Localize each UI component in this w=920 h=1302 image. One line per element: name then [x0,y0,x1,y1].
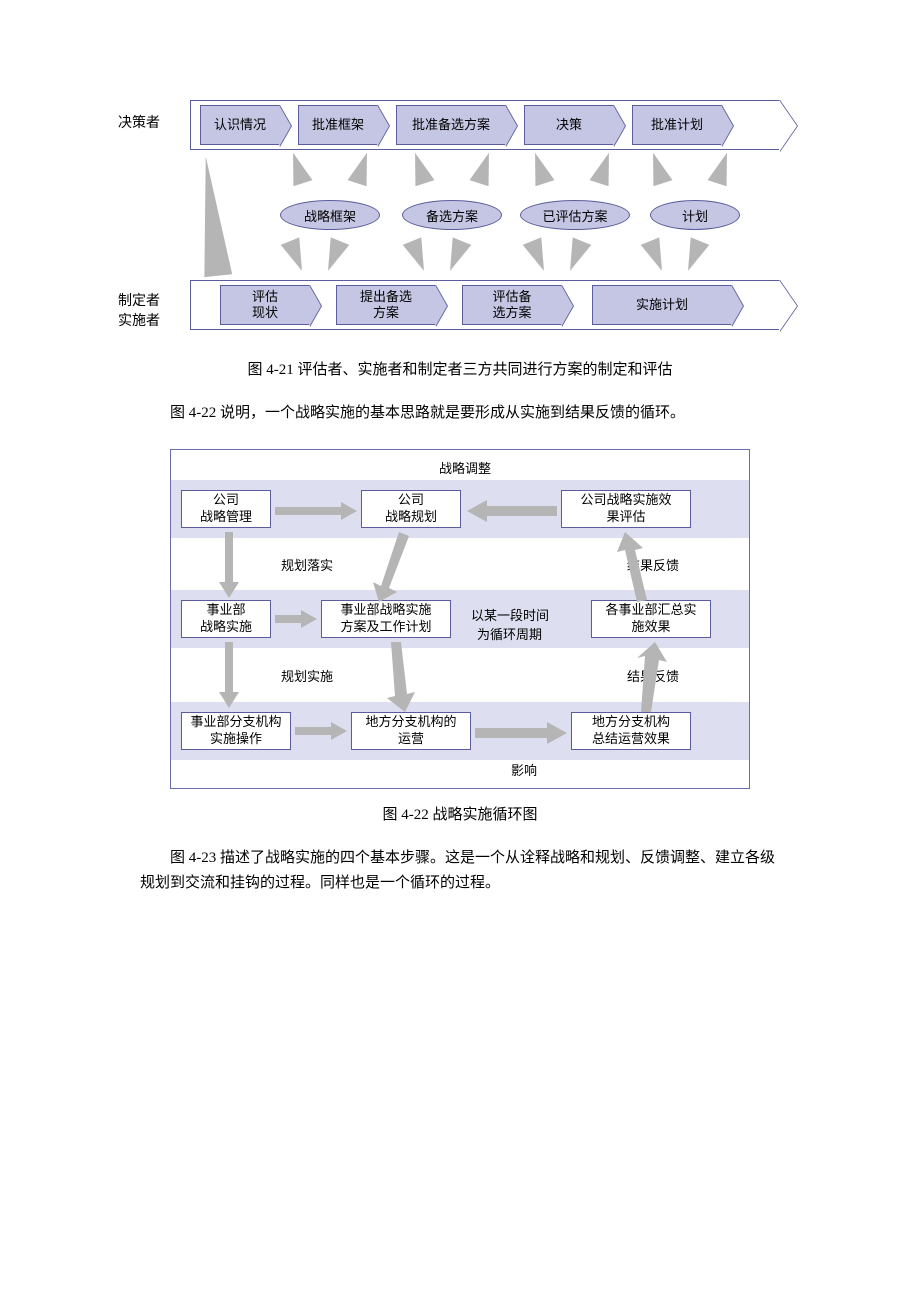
caption-4-22: 图 4-22 战略实施循环图 [120,803,800,824]
wedge [348,150,377,187]
wedge [403,237,434,274]
bottom-step-3: 评估备 选方案 [462,285,562,325]
arrow-icon [371,532,411,602]
wedge [561,237,592,274]
d2-center-mid: 事业部战略实施 方案及工作计划 [321,600,451,638]
d2-center-top: 公司 战略规划 [361,490,461,528]
arrow-icon [617,532,657,602]
d2-label-plan-top: 规划落实 [281,555,333,574]
bottom-step-2: 提出备选 方案 [336,285,436,325]
arrow-icon [295,722,347,740]
arrow-icon [275,502,357,520]
ellipse-3: 已评估方案 [520,200,630,230]
paragraph-2: 图 4-23 描述了战略实施的四个基本步骤。这是一个从诠释战略和规划、反馈调整、… [140,846,780,897]
d2-right-top: 公司战略实施效 果评估 [561,490,691,528]
arrow-icon [381,642,421,712]
top-step-2: 批准框架 [298,105,378,145]
paragraph-1: 图 4-22 说明，一个战略实施的基本思路就是要形成从实施到结果反馈的循环。 [140,401,780,427]
d2-label-plan-mid: 规划实施 [281,666,333,685]
top-step-4: 决策 [524,105,614,145]
wedge [284,150,313,187]
d2-center-bot: 地方分支机构的 运营 [351,712,471,750]
wedge [470,150,499,187]
arrow-icon [219,532,239,598]
bottom-step-4: 实施计划 [592,285,732,325]
wedge [441,237,472,274]
top-step-5: 批准计划 [632,105,722,145]
wedge [526,150,555,187]
d2-cycle-text-2: 为循环周期 [477,624,542,643]
d2-label-influence: 影响 [511,760,537,779]
arrow-icon [219,642,239,708]
d2-left-2: 事业部 战略实施 [181,600,271,638]
wedge [590,150,619,187]
wedge-left [192,155,232,277]
arrow-icon [275,610,317,628]
d2-right-mid: 各事业部汇总实 施效果 [591,600,711,638]
role-bottom-label-2: 实施者 [118,312,160,332]
wedge [708,150,737,187]
wedge [523,237,554,274]
arrow-icon [467,500,557,522]
d2-left-3: 事业部分支机构 实施操作 [181,712,291,750]
ellipse-2: 备选方案 [402,200,502,230]
arrow-icon [475,722,567,744]
wedge [644,150,673,187]
d2-title-top: 战略调整 [439,458,491,477]
caption-4-21: 图 4-21 评估者、实施者和制定者三方共同进行方案的制定和评估 [120,358,800,379]
wedge [641,237,672,274]
page: 决策者 制定者 实施者 认识情况 批准框架 批准备选方案 决策 批准计划 [0,100,920,897]
arrow-icon [629,642,669,712]
wedge [679,237,710,274]
diagram-4-22: 战略调整 公司 战略管理 事业部 战略实施 事业部分支机构 实施操作 公司 战略… [170,449,750,789]
top-step-3: 批准备选方案 [396,105,506,145]
ellipse-4: 计划 [650,200,740,230]
ellipse-1: 战略框架 [280,200,380,230]
top-step-1: 认识情况 [200,105,280,145]
wedge [281,237,312,274]
diagram-4-21: 决策者 制定者 实施者 认识情况 批准框架 批准备选方案 决策 批准计划 [120,100,800,340]
d2-right-bot: 地方分支机构 总结运营效果 [571,712,691,750]
d2-left-1: 公司 战略管理 [181,490,271,528]
wedge [406,150,435,187]
wedge [319,237,350,274]
role-top-label: 决策者 [118,114,160,134]
d2-cycle-text-1: 以某一段时间 [471,605,549,624]
bottom-step-1: 评估 现状 [220,285,310,325]
role-bottom-label-1: 制定者 [118,292,160,312]
